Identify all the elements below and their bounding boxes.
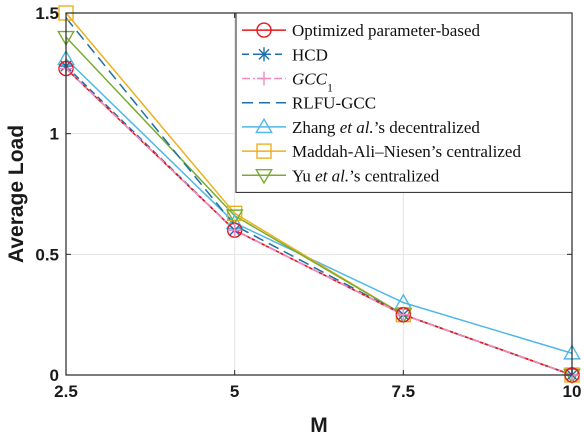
data-point [226,205,243,222]
x-tick-label: 7.5 [392,382,416,401]
legend-entry-part: Optimized parameter-based [292,21,480,40]
legend-entry-part: HCD [292,45,328,64]
legend-entry: Maddah-Ali–Niesen’s centralized [292,142,521,161]
legend-entry-part: Maddah-Ali–Niesen’s centralized [292,142,521,161]
x-tick-label: 10 [563,382,582,401]
series-line [65,67,573,376]
data-point [257,47,271,62]
data-point [225,209,244,225]
x-axis-label: M [310,414,328,437]
legend-entry: HCD [292,45,328,64]
data-point [227,223,242,238]
series-lines [65,12,573,376]
legend-box [235,12,573,193]
legend-entry-part: ’s centralized [349,166,440,185]
legend-entry: Zhang et al.’s decentralized [292,118,480,137]
data-point [396,307,411,322]
x-tick-label: 5 [230,382,239,401]
data-point [257,71,271,86]
legend-entry: GCC1 [292,70,333,95]
legend-entry-part: RLFU-GCC [292,94,376,113]
series-line [65,58,573,354]
legend-entry: Optimized parameter-based [292,21,480,40]
data-point [256,143,272,159]
axis-ticks: 2.5 5 7.5 10 0 0.5 1 1.5 [35,4,581,401]
data-point [255,168,273,185]
x-tick-label: 2.5 [54,382,78,401]
legend-entry-part: et al. [340,118,374,137]
y-tick-label: 1 [50,125,59,144]
legend-entry-part: Zhang [292,118,340,137]
y-axis-label: Average Load [5,125,28,263]
legend-entry-part: Yu [292,166,315,185]
y-tick-label: 0.5 [35,245,59,264]
data-point [256,22,272,38]
legend-entry-part: et al. [315,166,349,185]
legend-entry: Yu et al.’s centralized [292,166,440,185]
y-tick-label: 1.5 [35,4,59,23]
y-tick-label: 0 [50,366,59,385]
legend-entry: RLFU-GCC [292,94,376,113]
legend-entry-part: GCC [292,70,328,89]
legend-entry-part: 1 [327,81,333,95]
data-point [255,117,273,134]
legend: Optimized parameter-based HCD GCC1RLFU-GCC… [235,12,573,193]
legend-entry-part: ’s decentralized [374,118,481,137]
